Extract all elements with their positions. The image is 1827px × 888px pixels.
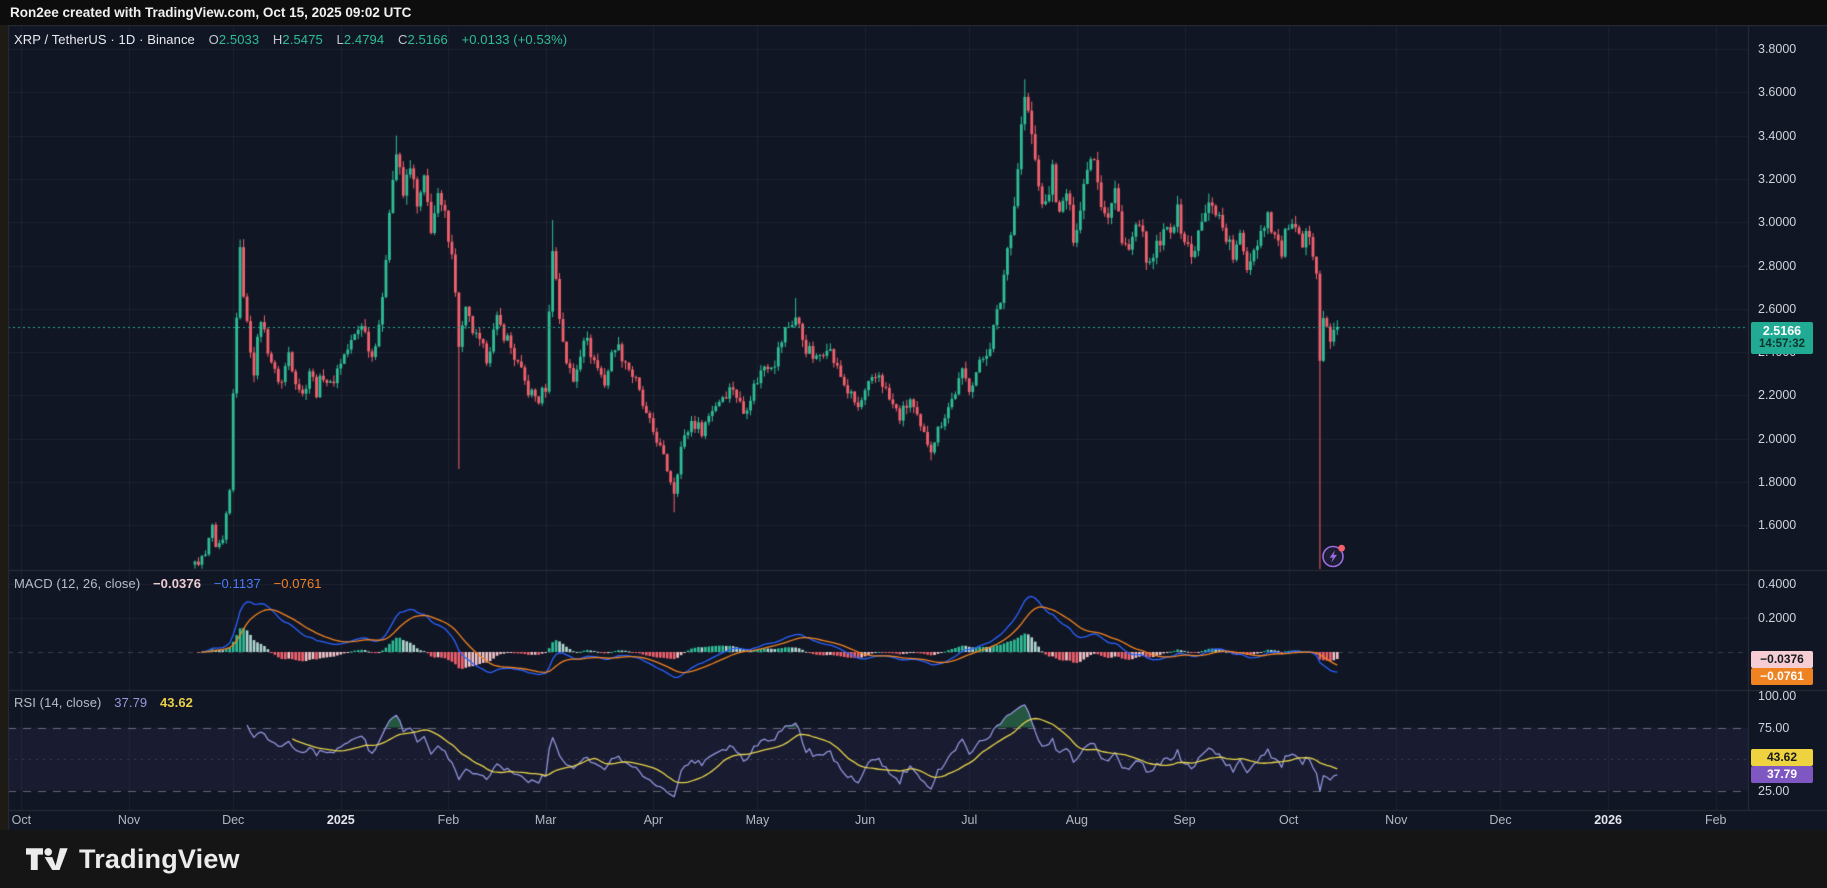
price-axis-label: 3.2000 [1758,171,1797,186]
left-edge-strip [0,25,8,830]
symbol-legend[interactable]: XRP / TetherUS · 1D · Binance O2.5033 H2… [14,32,567,47]
rsi-axis-label: 100.00 [1758,689,1797,703]
rsi-ma-badge: 43.62 [1751,749,1813,766]
price-axis-label: 1.6000 [1758,518,1797,533]
price-axis-label: 2.2000 [1758,388,1797,403]
macd-axis-label: 0.4000 [1758,577,1797,591]
price-axis-label: 2.8000 [1758,258,1797,273]
time-axis-label: Jun [855,813,876,827]
attribution-bar: Ron2ee created with TradingView.com, Oct… [0,0,1827,25]
current-price: 2.5166 [1762,324,1802,338]
rsi-value: 37.79 [114,695,148,710]
time-axis-label: Feb [437,813,460,827]
rsi-axis-label: 75.00 [1758,720,1790,735]
symbol-title[interactable]: XRP / TetherUS · 1D · Binance [14,32,195,47]
time-axis-label: Apr [643,813,664,827]
time-axis-label: 2025 [326,813,355,827]
lightning-marker-icon[interactable] [1320,542,1347,569]
price-axis-label: 3.0000 [1758,215,1797,230]
time-axis-label: 2026 [1594,813,1622,827]
macd-histogram-value: −0.0376 [152,576,202,591]
high-label: H [272,32,283,47]
macd-title[interactable]: MACD (12, 26, close) [14,576,141,591]
close-label: C [397,32,408,47]
price-axis-label: 3.4000 [1758,128,1797,143]
high-value: 2.5475 [282,32,323,47]
rsi-ma-value: 43.62 [159,695,194,710]
price-axis-label: 2.6000 [1758,301,1797,316]
time-axis-label: Dec [222,813,245,827]
price-axis-label: 3.8000 [1758,42,1797,56]
low-value: 2.4794 [343,32,385,47]
footer-bar: TradingView [0,830,1827,888]
time-axis-label: Oct [11,813,32,827]
price-axis-label: 2.0000 [1758,431,1797,446]
change-value: +0.0133 (+0.53%) [461,32,568,47]
tradingview-logo-icon[interactable] [26,846,68,873]
macd-line-value: −0.1137 [213,576,261,591]
time-axis-label: Nov [117,813,141,827]
tradingview-brand-text[interactable]: TradingView [79,843,240,874]
time-axis-label: Feb [1704,813,1727,827]
open-label: O [208,32,219,47]
attribution-text: Ron2ee created with TradingView.com, Oct… [10,5,412,20]
rsi-title[interactable]: RSI (14, close) [14,695,102,710]
macd-signal-value: −0.0761 [273,576,322,591]
time-axis-label: Jul [961,813,978,827]
current-price-badge: 2.5166 14:57:32 [1751,322,1813,354]
macd-axis-label: 0.2000 [1758,611,1797,625]
time-axis-label: Dec [1489,813,1512,827]
macd-legend[interactable]: MACD (12, 26, close) −0.0376 −0.1137 −0.… [14,576,322,591]
time-axis-label: Mar [534,813,557,827]
macd-histogram-badge: −0.0376 [1751,651,1813,668]
time-axis-label: Nov [1385,813,1408,827]
time-axis-label: Aug [1065,813,1088,827]
close-value: 2.5166 [407,32,448,47]
bar-countdown: 14:57:32 [1758,338,1806,350]
low-label: L [336,32,344,47]
price-axis-label: 3.6000 [1758,85,1797,100]
rsi-axis-label: 25.00 [1758,783,1790,798]
macd-signal-badge: −0.0761 [1751,668,1813,685]
time-axis-label: Oct [1278,813,1299,827]
time-axis-label: May [745,813,770,827]
rsi-legend[interactable]: RSI (14, close) 37.79 43.62 [14,695,193,710]
rsi-badge: 37.79 [1751,766,1813,783]
time-axis-label: Sep [1173,813,1196,827]
open-value: 2.5033 [218,32,260,47]
price-axis-label: 1.8000 [1758,475,1797,489]
